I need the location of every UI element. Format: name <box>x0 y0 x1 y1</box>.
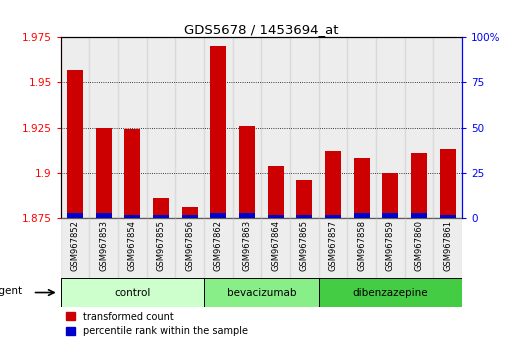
Bar <box>153 198 169 218</box>
Bar <box>440 215 456 218</box>
Bar <box>347 37 376 218</box>
Text: GSM967858: GSM967858 <box>357 220 366 271</box>
Text: GSM967863: GSM967863 <box>242 220 251 271</box>
Bar <box>376 37 404 218</box>
Bar <box>325 215 341 218</box>
Bar <box>182 207 197 218</box>
Text: GSM967853: GSM967853 <box>99 220 108 271</box>
Bar <box>433 218 462 307</box>
Bar <box>376 218 404 307</box>
Text: GSM967857: GSM967857 <box>328 220 337 271</box>
Bar <box>67 213 83 218</box>
Bar <box>175 218 204 307</box>
Text: GSM967859: GSM967859 <box>386 220 395 271</box>
Bar <box>404 37 433 218</box>
Bar <box>382 173 398 218</box>
Bar <box>239 126 255 218</box>
Bar <box>204 278 319 307</box>
Bar <box>261 37 290 218</box>
Title: GDS5678 / 1453694_at: GDS5678 / 1453694_at <box>184 23 338 36</box>
Text: GSM967852: GSM967852 <box>71 220 80 271</box>
Bar <box>239 213 255 218</box>
Bar <box>211 213 226 218</box>
Bar <box>61 278 204 307</box>
Bar <box>118 37 147 218</box>
Bar <box>147 218 175 307</box>
Bar <box>297 180 312 218</box>
Bar <box>118 218 147 307</box>
Bar <box>125 130 140 218</box>
Text: GSM967860: GSM967860 <box>414 220 423 271</box>
Text: GSM967856: GSM967856 <box>185 220 194 271</box>
Bar <box>382 213 398 218</box>
Text: GSM967855: GSM967855 <box>156 220 166 271</box>
Bar <box>204 218 233 307</box>
Bar <box>96 128 111 218</box>
Text: GSM967865: GSM967865 <box>300 220 309 271</box>
Bar <box>319 218 347 307</box>
Bar <box>89 37 118 218</box>
Text: GSM967861: GSM967861 <box>443 220 452 271</box>
Text: dibenzazepine: dibenzazepine <box>353 287 428 297</box>
Bar <box>233 218 261 307</box>
Bar <box>175 37 204 218</box>
Bar <box>61 37 89 218</box>
Bar <box>354 159 370 218</box>
Bar <box>182 215 197 218</box>
Bar <box>440 149 456 218</box>
Bar <box>404 218 433 307</box>
Bar <box>96 213 111 218</box>
Bar <box>433 37 462 218</box>
Bar <box>61 218 89 307</box>
Bar <box>211 46 226 218</box>
Bar <box>297 215 312 218</box>
Text: GSM967862: GSM967862 <box>214 220 223 271</box>
Bar <box>290 37 319 218</box>
Bar <box>261 218 290 307</box>
Bar <box>233 37 261 218</box>
Bar <box>204 37 233 218</box>
Bar <box>268 215 284 218</box>
Bar <box>354 213 370 218</box>
Bar <box>290 218 319 307</box>
Bar <box>319 37 347 218</box>
Bar <box>411 213 427 218</box>
Bar <box>347 218 376 307</box>
Text: GSM967864: GSM967864 <box>271 220 280 271</box>
Bar <box>325 151 341 218</box>
Bar <box>67 70 83 218</box>
Text: bevacizumab: bevacizumab <box>227 287 296 297</box>
Bar <box>319 278 462 307</box>
Bar <box>147 37 175 218</box>
Bar <box>89 218 118 307</box>
Bar <box>125 215 140 218</box>
Text: GSM967854: GSM967854 <box>128 220 137 271</box>
Bar <box>153 215 169 218</box>
Bar <box>268 166 284 218</box>
Text: control: control <box>114 287 150 297</box>
Bar <box>411 153 427 218</box>
Text: agent: agent <box>0 286 23 296</box>
Legend: transformed count, percentile rank within the sample: transformed count, percentile rank withi… <box>65 312 248 336</box>
